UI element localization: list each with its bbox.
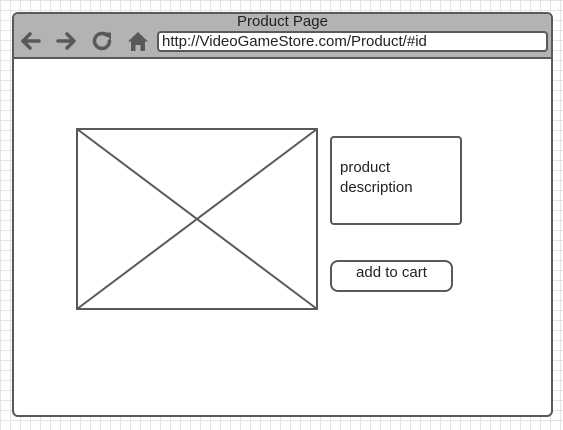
- address-bar[interactable]: http://VideoGameStore.com/Product/#id: [157, 31, 548, 52]
- refresh-icon[interactable]: [90, 29, 114, 53]
- browser-window: Product Page http://VideoGameStore.com/P…: [12, 12, 553, 417]
- product-image-placeholder: [76, 128, 318, 310]
- browser-toolbar: Product Page http://VideoGameStore.com/P…: [14, 14, 551, 59]
- home-icon[interactable]: [126, 29, 150, 53]
- forward-arrow-icon[interactable]: [55, 29, 79, 53]
- add-to-cart-button[interactable]: add to cart: [330, 260, 453, 292]
- product-description-box: product description: [330, 136, 462, 225]
- back-arrow-icon[interactable]: [18, 29, 42, 53]
- window-title: Product Page: [237, 13, 328, 30]
- product-description-text: product description: [340, 159, 413, 196]
